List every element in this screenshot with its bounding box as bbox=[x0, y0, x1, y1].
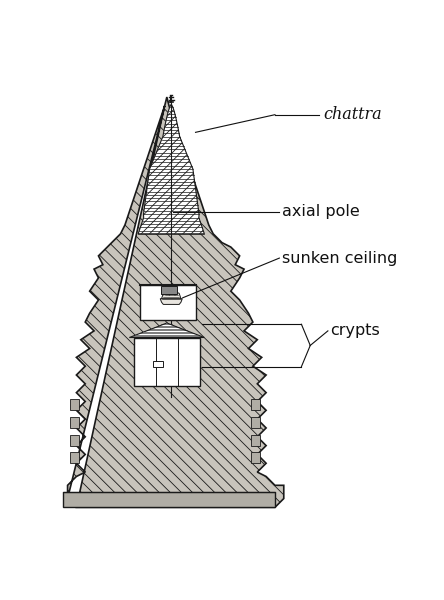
Polygon shape bbox=[138, 104, 204, 234]
Text: chattra: chattra bbox=[324, 106, 382, 123]
Bar bbox=[251, 399, 260, 410]
Bar bbox=[251, 434, 260, 446]
Polygon shape bbox=[67, 97, 284, 508]
Polygon shape bbox=[63, 492, 275, 508]
Polygon shape bbox=[140, 284, 195, 320]
Polygon shape bbox=[160, 299, 182, 304]
Bar bbox=[251, 452, 260, 463]
Polygon shape bbox=[129, 323, 204, 338]
Text: sunken ceiling: sunken ceiling bbox=[281, 251, 397, 266]
Bar bbox=[70, 452, 79, 463]
Polygon shape bbox=[162, 290, 181, 299]
Bar bbox=[161, 286, 177, 294]
Bar bbox=[251, 417, 260, 428]
Bar bbox=[70, 417, 79, 428]
Text: axial pole: axial pole bbox=[281, 204, 359, 219]
Polygon shape bbox=[134, 338, 200, 386]
Bar bbox=[70, 399, 79, 410]
Bar bbox=[70, 434, 79, 446]
Bar bbox=[153, 361, 163, 367]
Text: crypts: crypts bbox=[330, 323, 380, 338]
